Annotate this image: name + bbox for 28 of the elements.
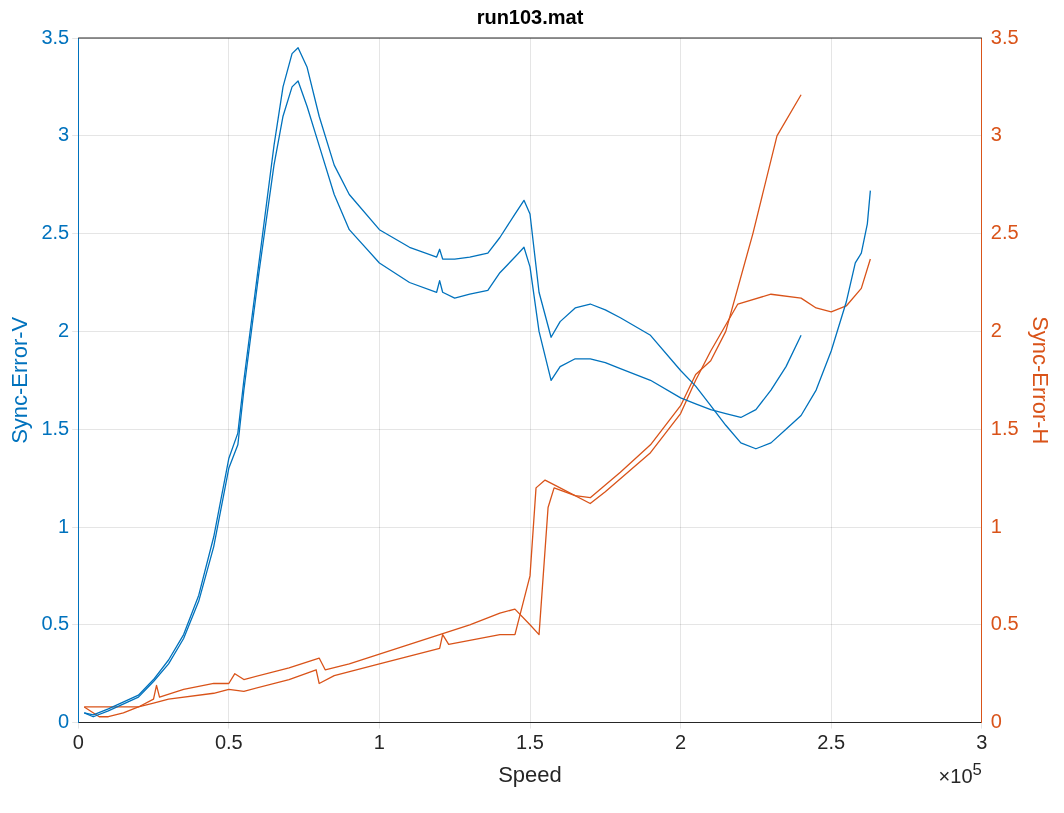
x-tick-label: 2	[675, 731, 687, 754]
x-tick-label: 3	[976, 731, 988, 754]
y2-axis-title: Sync-Error-H	[1027, 316, 1053, 445]
x-tick-label: 0	[72, 731, 84, 754]
y2-tick-label: 1	[990, 514, 1002, 537]
x-axis-title: Speed	[498, 761, 562, 787]
x-tick-label: 1.5	[516, 731, 544, 754]
y2-tick-label: 2.5	[990, 221, 1019, 244]
y-tick-label: 3	[58, 123, 70, 146]
y-axis-title: Sync-Error-V	[7, 316, 33, 444]
y-tick-label: 0	[58, 710, 70, 733]
y-tick-label: 2	[58, 318, 70, 341]
chart-title: run103.mat	[476, 5, 584, 28]
y2-tick-label: 1.5	[990, 416, 1019, 439]
y-tick-label: 2.5	[41, 221, 70, 244]
y2-tick-label: 3.5	[990, 25, 1019, 48]
y2-tick-label: 0	[990, 710, 1002, 733]
y-tick-label: 1.5	[41, 416, 70, 439]
y-tick-label: 1	[58, 514, 70, 537]
text: ×10$^{5}$	[938, 760, 982, 788]
y2-tick-label: 0.5	[990, 612, 1019, 635]
x-tick-label: 2.5	[817, 731, 846, 754]
y-tick-label: 3.5	[41, 25, 70, 48]
x-tick-label: 0.5	[214, 731, 243, 754]
x-tick-label: 1	[373, 731, 385, 754]
y-tick-label: 0.5	[41, 612, 70, 635]
y2-tick-label: 3	[990, 123, 1002, 146]
y2-tick-label: 2	[990, 318, 1002, 341]
